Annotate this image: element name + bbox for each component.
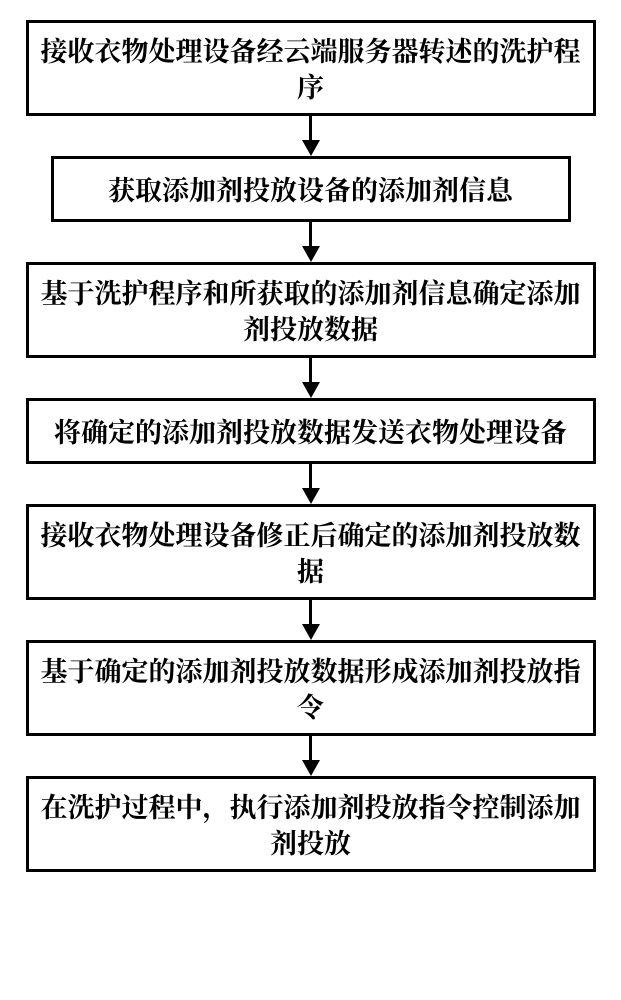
arrow-down-icon <box>302 464 320 504</box>
flow-node-label: 获取添加剂投放设备的添加剂信息 <box>108 171 513 207</box>
flow-node-n6: 基于确定的添加剂投放数据形成添加剂投放指令 <box>26 640 596 736</box>
flow-node-n4: 将确定的添加剂投放数据发送衣物处理设备 <box>26 398 596 464</box>
flow-node-label: 接收衣物处理设备经云端服务器转述的洗护程序 <box>39 32 583 105</box>
arrow-down-icon <box>302 736 320 776</box>
flow-node-label: 将确定的添加剂投放数据发送衣物处理设备 <box>54 413 567 449</box>
flow-node-n7: 在洗护过程中，执行添加剂投放指令控制添加剂投放 <box>26 776 596 872</box>
flow-node-n3: 基于洗护程序和所获取的添加剂信息确定添加剂投放数据 <box>26 262 596 358</box>
flow-node-n2: 获取添加剂投放设备的添加剂信息 <box>51 156 571 222</box>
arrow-down-icon <box>302 358 320 398</box>
flow-node-label: 基于确定的添加剂投放数据形成添加剂投放指令 <box>39 652 583 725</box>
arrow-down-icon <box>302 222 320 262</box>
arrow-down-icon <box>302 600 320 640</box>
flow-node-n5: 接收衣物处理设备修正后确定的添加剂投放数据 <box>26 504 596 600</box>
flow-node-label: 在洗护过程中，执行添加剂投放指令控制添加剂投放 <box>39 788 583 861</box>
flow-node-label: 基于洗护程序和所获取的添加剂信息确定添加剂投放数据 <box>39 274 583 347</box>
flowchart-container: 接收衣物处理设备经云端服务器转述的洗护程序获取添加剂投放设备的添加剂信息基于洗护… <box>0 0 621 1000</box>
flow-node-n1: 接收衣物处理设备经云端服务器转述的洗护程序 <box>26 20 596 116</box>
arrow-down-icon <box>302 116 320 156</box>
flow-node-label: 接收衣物处理设备修正后确定的添加剂投放数据 <box>39 516 583 589</box>
